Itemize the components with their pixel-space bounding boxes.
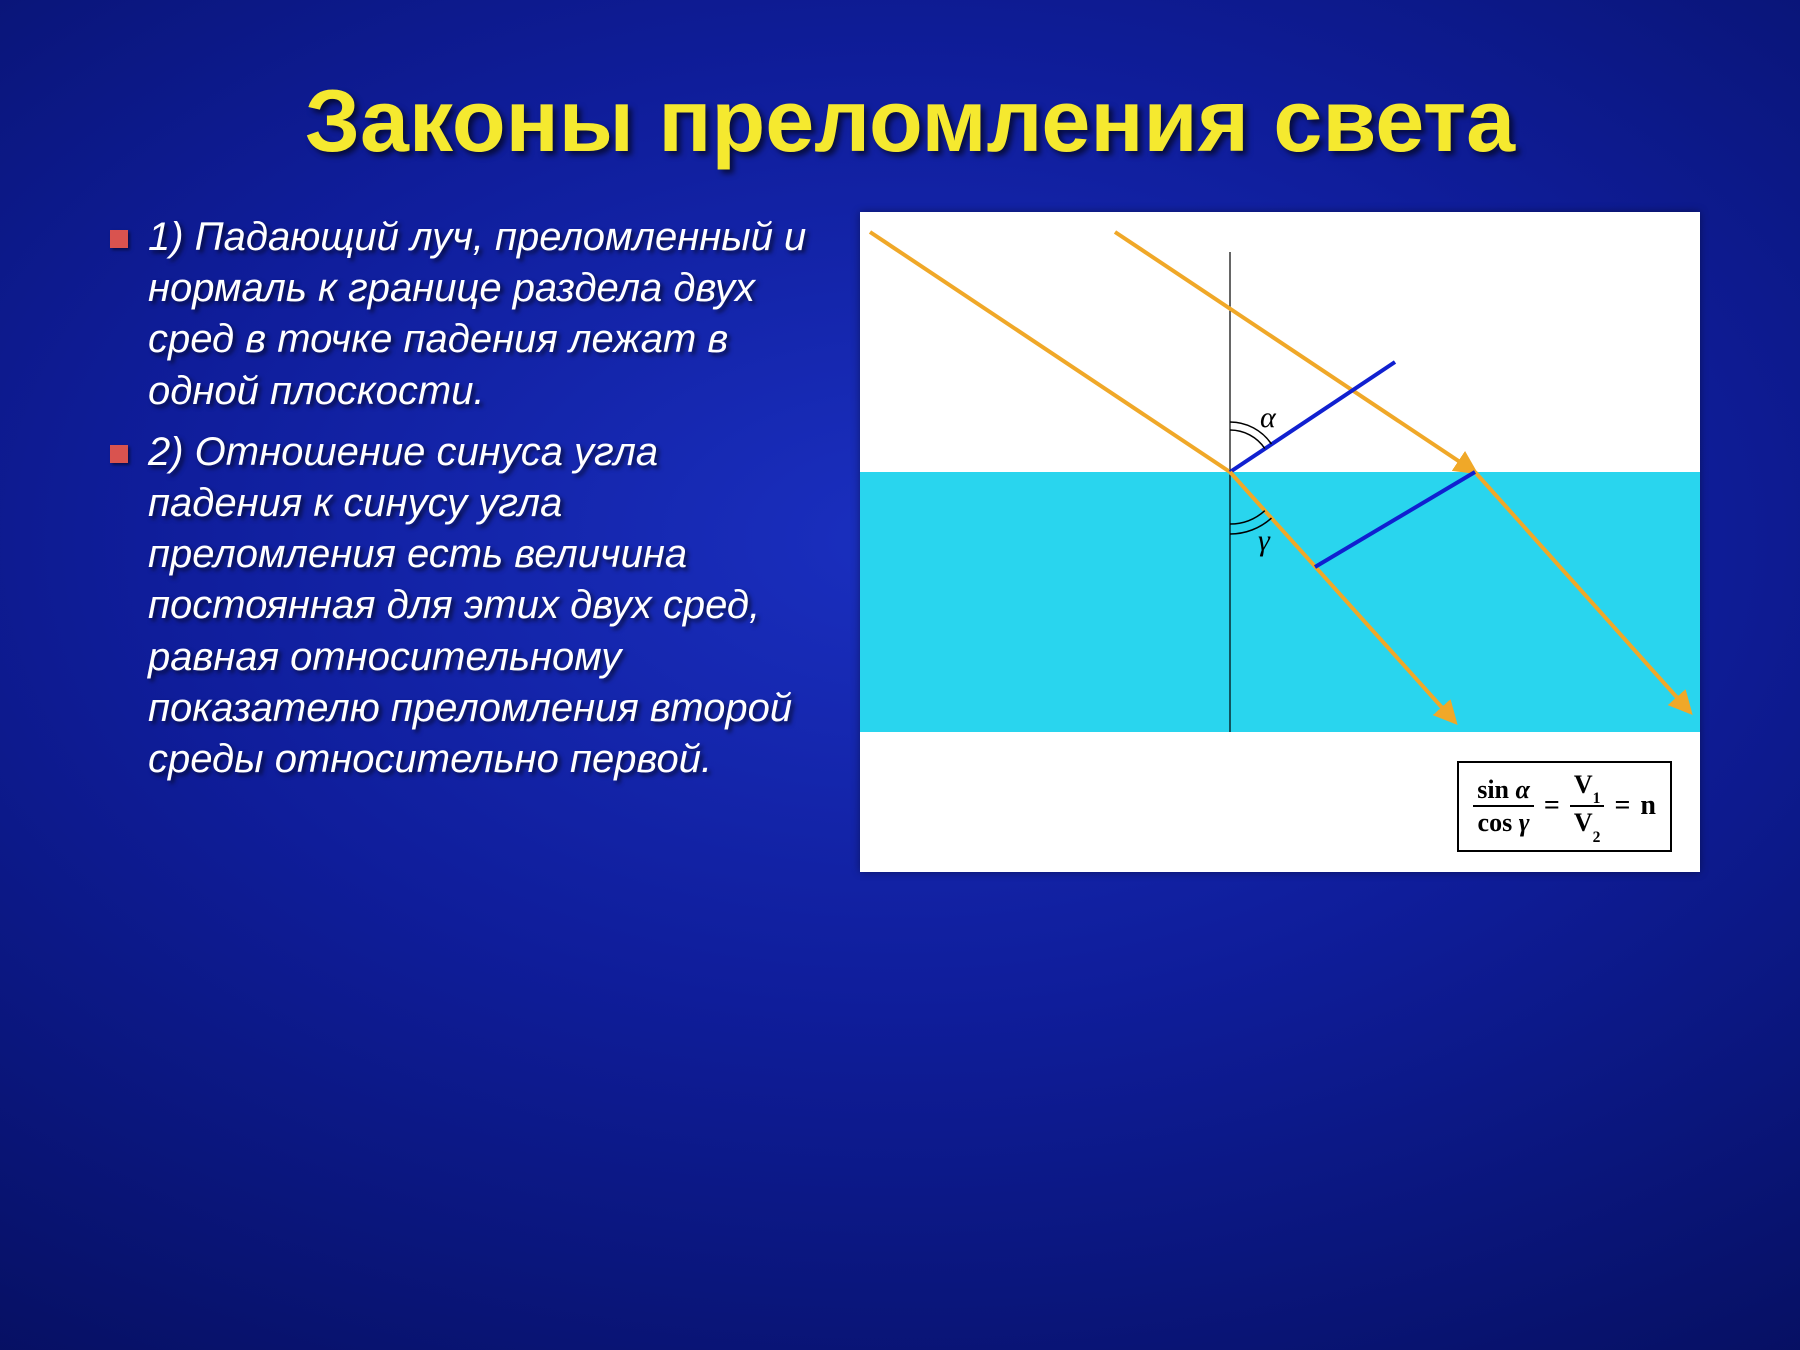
formula-box: sin α cos γ = V1 V2 = n <box>1457 761 1672 852</box>
text-column: 1) Падающий луч, преломленный и нормаль … <box>110 212 820 795</box>
equals-1: = <box>1544 790 1560 822</box>
diagram-column: α γ sin α cos γ = V1 V2 <box>860 212 1710 872</box>
bullet-item: 2) Отношение синуса угла падения к синус… <box>110 427 820 785</box>
bullet-square-icon <box>110 230 128 248</box>
lhs-denominator: cos γ <box>1474 809 1534 836</box>
fraction-bar <box>1473 805 1534 807</box>
rhs-n: n <box>1640 790 1656 822</box>
snell-formula: sin α cos γ = V1 V2 = n <box>1473 771 1656 842</box>
svg-text:γ: γ <box>1258 524 1271 557</box>
bullet-text: 2) Отношение синуса угла падения к синус… <box>148 427 820 785</box>
mid-numerator: V1 <box>1570 771 1605 804</box>
bullet-item: 1) Падающий луч, преломленный и нормаль … <box>110 212 820 417</box>
lhs-numerator: sin α <box>1473 776 1534 803</box>
refraction-diagram: α γ sin α cos γ = V1 V2 <box>860 212 1700 872</box>
bullet-square-icon <box>110 445 128 463</box>
fraction-lhs: sin α cos γ <box>1473 776 1534 837</box>
mid-denominator: V2 <box>1570 809 1605 842</box>
svg-text:α: α <box>1260 401 1277 434</box>
content-row: 1) Падающий луч, преломленный и нормаль … <box>110 212 1710 872</box>
bullet-text: 1) Падающий луч, преломленный и нормаль … <box>148 212 820 417</box>
equals-2: = <box>1614 790 1630 822</box>
slide: Законы преломления света 1) Падающий луч… <box>0 0 1800 1350</box>
fraction-mid: V1 V2 <box>1570 771 1605 842</box>
slide-title: Законы преломления света <box>110 70 1710 172</box>
